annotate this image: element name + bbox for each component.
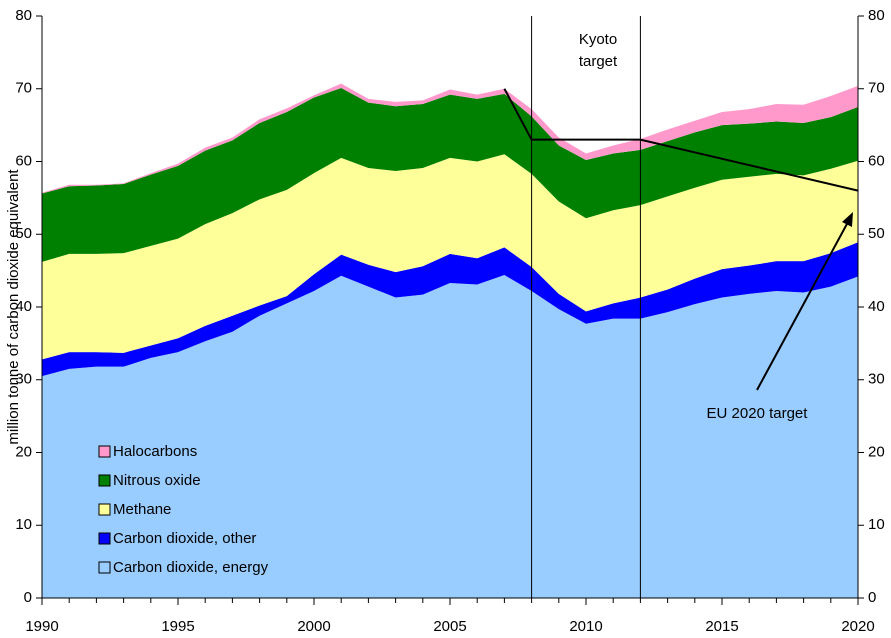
area [42, 88, 858, 262]
legend-label: Halocarbons [113, 443, 197, 460]
area [42, 242, 858, 377]
legend-swatch [98, 532, 111, 545]
y2-tick-label: 70 [868, 80, 885, 97]
x-tick-label: 2000 [297, 618, 330, 635]
target-line [503, 88, 859, 192]
y2-tick-label: 10 [868, 516, 885, 533]
y2-tick-label: 30 [868, 371, 885, 388]
y-tick-label: 50 [15, 225, 32, 242]
y-tick-label: 0 [24, 589, 32, 606]
y-axis-label: million tonne of carbon dioxide equivale… [5, 169, 22, 445]
legend-label: Carbon dioxide, other [113, 530, 256, 547]
legend-swatch [98, 474, 111, 487]
legend-swatch [98, 561, 111, 574]
legend-label: Methane [113, 501, 171, 518]
legend-swatch [98, 445, 111, 458]
legend-label: Carbon dioxide, energy [113, 559, 269, 576]
annotation-arrow [756, 221, 849, 391]
x-tick-label: 2010 [569, 618, 602, 635]
y2-tick-label: 50 [868, 225, 885, 242]
y2-tick-label: 80 [868, 7, 885, 24]
y2-tick-label: 0 [868, 589, 876, 606]
y2-tick-label: 20 [868, 443, 885, 460]
annotation: EU 2020 target [707, 405, 809, 422]
y-tick-label: 80 [15, 7, 32, 24]
y-tick-label: 70 [15, 80, 32, 97]
y-tick-label: 10 [15, 516, 32, 533]
y-tick-label: 60 [15, 152, 32, 169]
y2-tick-label: 40 [868, 298, 885, 315]
area [42, 154, 858, 360]
y-tick-label: 30 [15, 371, 32, 388]
x-tick-label: 1995 [161, 618, 194, 635]
x-tick-label: 2005 [433, 618, 466, 635]
x-tick-label: 1990 [25, 618, 58, 635]
y-tick-label: 40 [15, 298, 32, 315]
annotation: Kyoto target [579, 31, 618, 70]
legend-label: Nitrous oxide [113, 472, 201, 489]
y-tick-label: 20 [15, 443, 32, 460]
annotation-arrowhead [842, 212, 853, 227]
legend-swatch [98, 503, 111, 516]
y2-tick-label: 60 [868, 152, 885, 169]
x-tick-label: 2015 [705, 618, 738, 635]
area [42, 274, 858, 598]
x-tick-label: 2020 [841, 618, 874, 635]
